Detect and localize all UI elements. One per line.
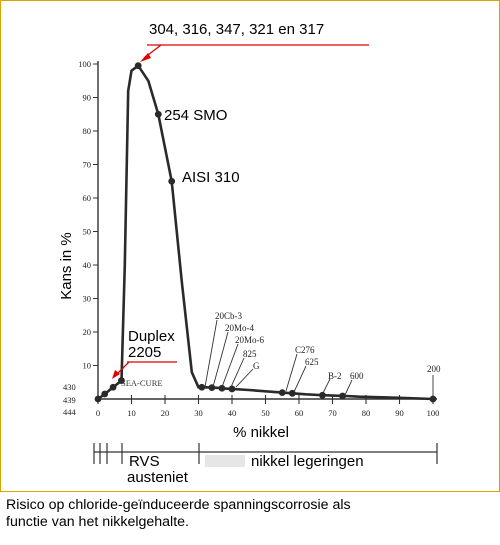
figure-caption: Risico op chloride-geïnduceerde spanning… [6, 497, 496, 531]
alloy-b2-label: B-2 [328, 371, 342, 381]
alloy-825-label: 825 [243, 349, 257, 359]
x-tick-label: 80 [362, 408, 371, 418]
y-tick-label: 90 [83, 93, 92, 103]
data-point [118, 377, 125, 384]
data-point [109, 383, 117, 391]
leader-825 [230, 357, 245, 388]
alloy-g-label: G [253, 361, 260, 371]
data-point [198, 383, 206, 391]
leader-g [235, 368, 254, 388]
chart-figure: 10 20 30 40 50 60 70 80 90 100 0 10 20 30 40 50 60 70 80 9… [0, 0, 500, 492]
caption-line-2: functie van het nikkelgehalte. [6, 514, 189, 530]
y-tick-label: 20 [83, 327, 92, 337]
duplex-grade-label: 2205 [128, 344, 161, 361]
leader-600 [344, 379, 353, 396]
y-tick-label: 50 [83, 227, 92, 237]
x-tick-label: 40 [228, 408, 237, 418]
x-axis-title: % nikkel [233, 424, 289, 441]
code-444: 444 [63, 407, 77, 417]
alloy-600-label: 600 [350, 371, 364, 381]
alloy-20mo6-label: 20Mo-6 [235, 335, 264, 345]
alloy-c276-label: C276 [295, 345, 315, 355]
alloy-625-label: 625 [305, 357, 319, 367]
data-point [101, 390, 109, 398]
top-group-label: 304, 316, 347, 321 en 317 [149, 21, 324, 38]
nikkel-legeringen-label: nikkel legeringen [251, 453, 364, 470]
duplex-callout-arrowhead [112, 370, 120, 379]
x-tick-label: 30 [194, 408, 203, 418]
data-point [208, 384, 216, 392]
y-tick-label: 30 [83, 294, 92, 304]
data-point [228, 385, 236, 393]
rvs-label: RVS [129, 453, 160, 470]
smudge-mark [205, 455, 245, 467]
y-axis-title: Kans in % [58, 232, 75, 300]
austeniet-label: austeniet [127, 469, 189, 486]
data-point [134, 62, 142, 70]
leader-c276 [285, 353, 298, 392]
y-tick-label: 40 [83, 260, 92, 270]
code-439: 439 [63, 395, 76, 405]
leader-20cb3 [204, 319, 218, 388]
leader-20mo6 [221, 343, 239, 388]
sea-cure-label: SEA-CURE [121, 378, 163, 388]
x-tick-label: 60 [295, 408, 304, 418]
top-callout-arrowhead [140, 53, 151, 62]
chart-canvas: 10 20 30 40 50 60 70 80 90 100 0 10 20 30 40 50 60 70 80 9… [58, 21, 441, 486]
data-point [429, 395, 437, 403]
x-tick-label: 20 [161, 408, 170, 418]
code-430: 430 [63, 382, 76, 392]
caption-line-1: Risico op chloride-geïnduceerde spanning… [6, 497, 351, 513]
data-point [154, 110, 162, 118]
x-tick-label: 70 [328, 408, 337, 418]
y-tick-label: 70 [83, 160, 92, 170]
x-tick-label: 10 [127, 408, 136, 418]
leader-b2 [322, 378, 331, 394]
leader-20mo4 [212, 331, 229, 388]
x-tick-label: 0 [96, 408, 100, 418]
y-tick-label: 10 [83, 361, 92, 371]
x-tick-label: 90 [395, 408, 404, 418]
leader-625 [293, 365, 307, 393]
aisi-label: AISI 310 [182, 169, 240, 186]
x-tick-label: 100 [427, 408, 440, 418]
alloy-20cb3-label: 20Cb-3 [215, 311, 243, 321]
data-point [339, 392, 346, 400]
data-point [278, 389, 286, 397]
data-point [319, 391, 326, 399]
x-tick-label: 50 [261, 408, 270, 418]
data-point [94, 395, 102, 403]
y-tick-label: 60 [83, 193, 92, 203]
data-point [168, 177, 176, 185]
alloy-20mo4-label: 20Mo-4 [225, 323, 254, 333]
y-tick-label: 100 [78, 59, 91, 69]
y-tick-label: 80 [83, 126, 92, 136]
alloy-200-label: 200 [427, 364, 441, 374]
smo-label: 254 SMO [164, 107, 227, 124]
data-point [218, 384, 226, 392]
duplex-label: Duplex [128, 328, 175, 345]
